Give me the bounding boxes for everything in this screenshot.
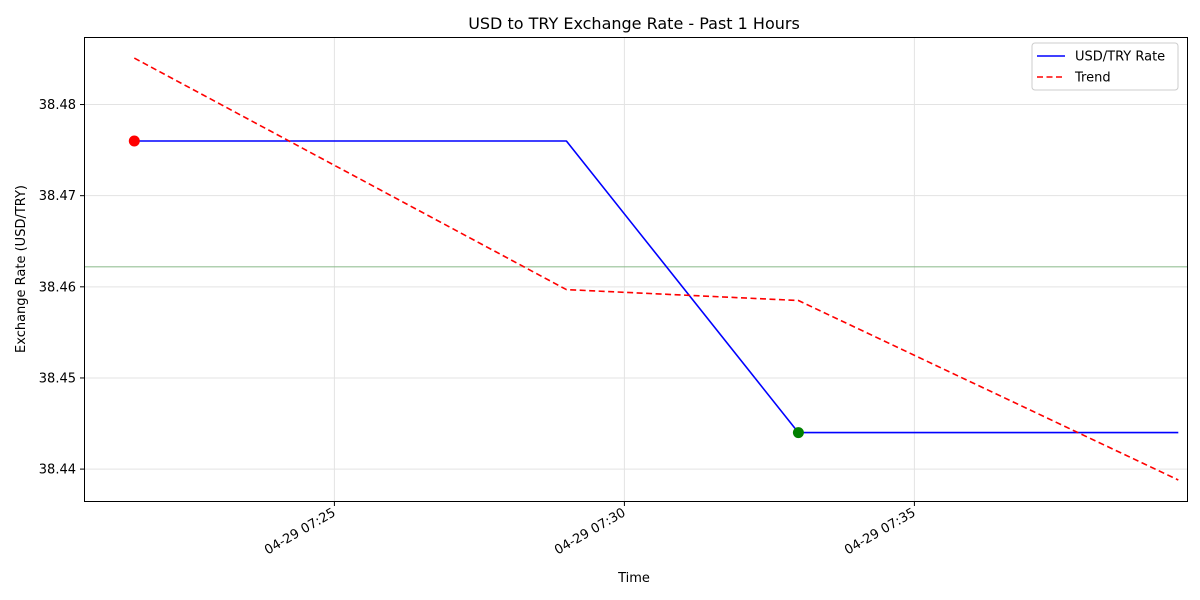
- start-point-marker: [128, 135, 140, 147]
- legend: USD/TRY Rate Trend: [1031, 42, 1179, 91]
- y-tick-label: 38.44: [39, 463, 76, 478]
- legend-label: Trend: [1074, 71, 1111, 86]
- y-axis-label: Exchange Rate (USD/TRY): [14, 185, 29, 353]
- y-tick-label: 38.47: [39, 189, 76, 204]
- legend-label: USD/TRY Rate: [1075, 50, 1165, 65]
- marker-layer: [128, 135, 804, 439]
- y-tick-label: 38.46: [39, 280, 76, 295]
- series-line-rate: [134, 140, 1179, 434]
- legend-box: [1031, 42, 1179, 91]
- chart-title: USD to TRY Exchange Rate - Past 1 Hours: [468, 14, 800, 33]
- y-tick-label: 38.48: [39, 98, 76, 113]
- y-tick-label: 38.45: [39, 371, 76, 386]
- x-axis-label: Time: [617, 571, 650, 586]
- series-layer: [133, 57, 1179, 481]
- plot-frame: [84, 37, 1188, 502]
- grid: [85, 38, 1187, 501]
- y-axis-ticks: 38.44 38.45 38.46 38.47 38.48: [39, 98, 85, 478]
- end-point-marker: [792, 427, 804, 439]
- series-line-trend: [133, 57, 1179, 481]
